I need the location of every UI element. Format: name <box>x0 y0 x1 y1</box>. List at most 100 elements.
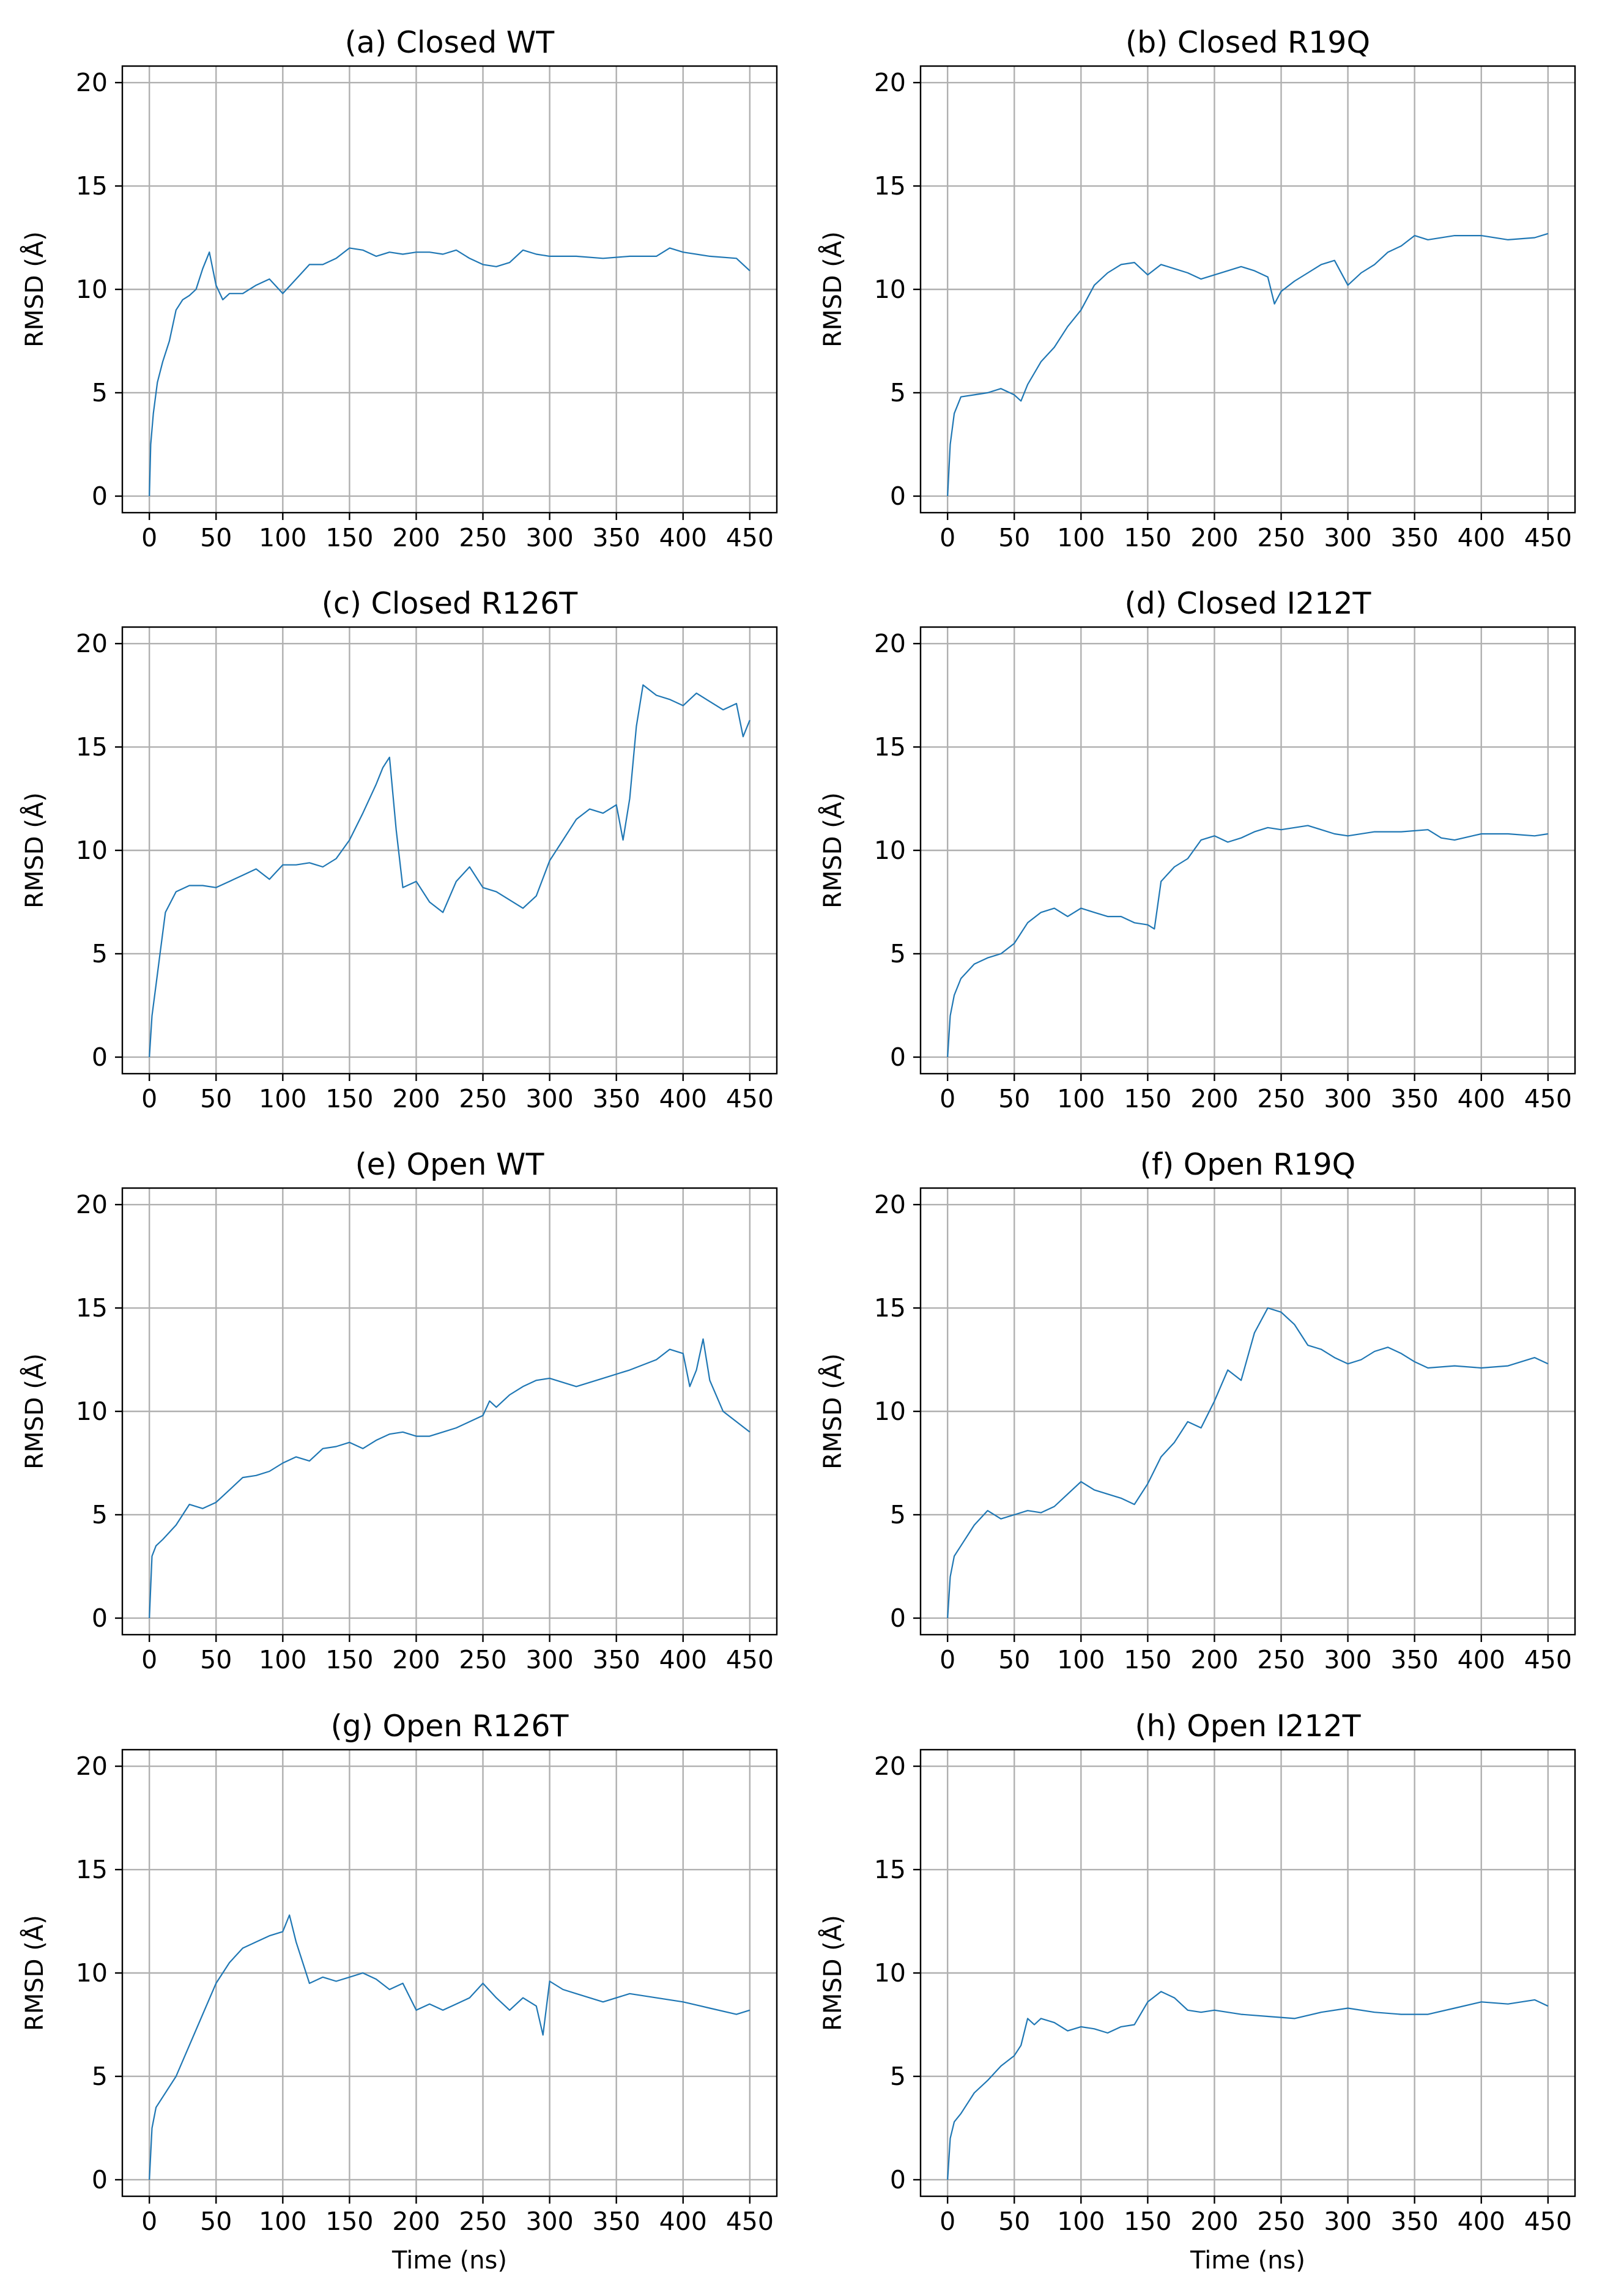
x-tick-label: 100 <box>1057 1084 1105 1113</box>
x-tick-label: 100 <box>1057 523 1105 552</box>
x-tick-label: 400 <box>1458 1645 1505 1674</box>
y-tick-label: 0 <box>890 2165 906 2194</box>
y-tick-label: 15 <box>76 732 108 762</box>
y-tick-label: 20 <box>76 68 108 97</box>
x-tick-label: 150 <box>1124 2207 1171 2236</box>
x-tick-label: 250 <box>1257 523 1305 552</box>
x-tick-label: 150 <box>325 1084 373 1113</box>
y-tick-label: 5 <box>92 2062 108 2091</box>
x-tick-label: 250 <box>1257 1084 1305 1113</box>
y-axis-label: RMSD (Å) <box>20 231 49 347</box>
y-tick-label: 20 <box>76 629 108 658</box>
x-tick-label: 300 <box>525 1645 573 1674</box>
x-tick-label: 150 <box>325 2207 373 2236</box>
x-tick-label: 100 <box>259 1645 306 1674</box>
x-tick-label: 200 <box>392 2207 440 2236</box>
y-axis-label: RMSD (Å) <box>20 1915 49 2031</box>
x-tick-label: 100 <box>259 523 306 552</box>
y-tick-label: 5 <box>890 939 906 968</box>
x-tick-label: 100 <box>259 1084 306 1113</box>
x-tick-label: 200 <box>392 1645 440 1674</box>
y-tick-label: 5 <box>92 1500 108 1529</box>
x-tick-label: 450 <box>726 523 774 552</box>
x-tick-label: 0 <box>940 523 955 552</box>
y-tick-label: 0 <box>890 1042 906 1072</box>
panel-title: (g) Open R126T <box>331 1709 569 1744</box>
y-tick-label: 5 <box>890 2062 906 2091</box>
panel-title: (f) Open R19Q <box>1140 1147 1355 1182</box>
x-tick-label: 250 <box>459 2207 506 2236</box>
x-tick-label: 300 <box>1324 2207 1371 2236</box>
x-tick-label: 150 <box>325 523 373 552</box>
y-axis-label: RMSD (Å) <box>818 792 847 908</box>
y-tick-label: 10 <box>76 1397 108 1426</box>
x-tick-label: 400 <box>1458 523 1505 552</box>
x-tick-label: 150 <box>1124 1084 1171 1113</box>
x-tick-label: 350 <box>1391 1645 1439 1674</box>
chart-panel-b: 0 50 100 150 200 250 300 350 400 450 0 5 10 15 20 (b) C… <box>818 25 1576 552</box>
y-tick-label: 15 <box>76 171 108 201</box>
x-axis-label: Time (ns) <box>1190 2246 1305 2275</box>
y-axis-label: RMSD (Å) <box>818 1353 847 1469</box>
panel-title: (e) Open WT <box>355 1147 545 1182</box>
panel-title: (c) Closed R126T <box>322 586 578 621</box>
x-tick-label: 150 <box>325 1645 373 1674</box>
y-tick-label: 10 <box>76 275 108 304</box>
x-tick-label: 450 <box>1524 2207 1572 2236</box>
x-tick-label: 0 <box>141 1084 157 1113</box>
y-tick-label: 10 <box>874 836 906 865</box>
y-tick-label: 0 <box>92 2165 108 2194</box>
chart-panel-d: 0 50 100 150 200 250 300 350 400 450 0 5 10 15 20 (d) C… <box>818 586 1576 1113</box>
panel-title: (d) Closed I212T <box>1125 586 1372 621</box>
x-tick-label: 450 <box>726 1645 774 1674</box>
x-tick-label: 250 <box>1257 2207 1305 2236</box>
x-tick-label: 300 <box>1324 523 1371 552</box>
x-tick-label: 150 <box>1124 523 1171 552</box>
x-tick-label: 200 <box>392 523 440 552</box>
rmsd-series-line <box>149 1914 751 2180</box>
x-tick-label: 200 <box>392 1084 440 1113</box>
y-tick-label: 0 <box>92 1603 108 1633</box>
x-tick-label: 50 <box>998 1084 1030 1113</box>
chart-panel-f: 0 50 100 150 200 250 300 350 400 450 0 5 10 15 20 (f) O… <box>818 1147 1576 1674</box>
y-tick-label: 5 <box>890 378 906 407</box>
x-tick-label: 400 <box>659 2207 707 2236</box>
x-tick-label: 0 <box>940 2207 955 2236</box>
x-tick-label: 400 <box>659 523 707 552</box>
y-tick-label: 10 <box>76 836 108 865</box>
rmsd-series-line <box>149 247 751 497</box>
y-axis-label: RMSD (Å) <box>818 231 847 347</box>
x-tick-label: 50 <box>200 1645 232 1674</box>
y-tick-label: 15 <box>874 1855 906 1884</box>
x-tick-label: 50 <box>200 1084 232 1113</box>
x-tick-label: 50 <box>998 2207 1030 2236</box>
y-tick-label: 20 <box>874 68 906 97</box>
x-tick-label: 200 <box>1190 1645 1238 1674</box>
y-tick-label: 15 <box>874 1293 906 1323</box>
x-tick-label: 450 <box>726 1084 774 1113</box>
rmsd-series-line <box>947 825 1548 1058</box>
x-tick-label: 300 <box>525 2207 573 2236</box>
x-tick-label: 350 <box>593 523 640 552</box>
x-tick-label: 250 <box>1257 1645 1305 1674</box>
x-tick-label: 350 <box>1391 1084 1439 1113</box>
x-tick-label: 50 <box>200 2207 232 2236</box>
y-tick-label: 5 <box>92 939 108 968</box>
x-tick-label: 300 <box>525 1084 573 1113</box>
y-tick-label: 15 <box>76 1855 108 1884</box>
x-tick-label: 0 <box>940 1645 955 1674</box>
rmsd-series-line <box>947 1991 1549 2180</box>
y-tick-label: 20 <box>76 1752 108 1781</box>
y-tick-label: 5 <box>92 378 108 407</box>
x-tick-label: 350 <box>593 1645 640 1674</box>
x-tick-label: 150 <box>1124 1645 1171 1674</box>
x-tick-label: 250 <box>459 1645 506 1674</box>
x-tick-label: 100 <box>259 2207 306 2236</box>
rmsd-series-line <box>149 684 751 1058</box>
x-tick-label: 300 <box>1324 1645 1371 1674</box>
x-tick-label: 100 <box>1057 1645 1105 1674</box>
x-tick-label: 250 <box>459 523 506 552</box>
chart-panel-h: 0 50 100 150 200 250 300 350 400 450 0 5 10 15 20 (h) O… <box>818 1709 1576 2275</box>
